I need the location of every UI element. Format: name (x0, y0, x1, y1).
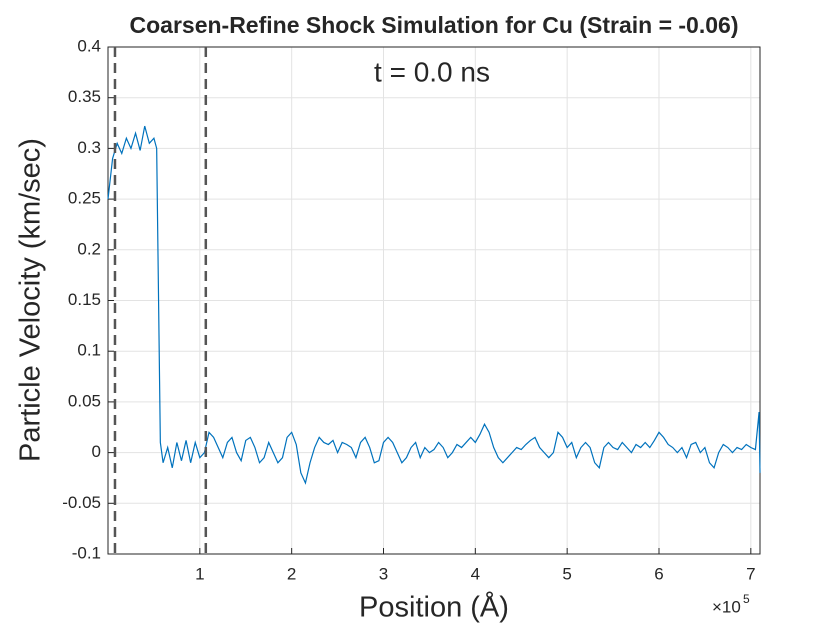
x-tick-label: 1 (195, 564, 204, 583)
x-tick-label: 7 (746, 564, 755, 583)
y-tick-label: 0.3 (77, 138, 101, 157)
y-tick-label: 0.2 (77, 239, 101, 258)
x-tick-label: 3 (379, 564, 388, 583)
y-tick-label: 0.05 (68, 391, 101, 410)
x-tick-label: 5 (562, 564, 571, 583)
y-tick-label: 0.25 (68, 189, 101, 208)
x-axis-label: Position (Å) (359, 591, 509, 624)
y-tick-label: 0.1 (77, 341, 101, 360)
y-axis-label: Particle Velocity (km/sec) (15, 138, 47, 462)
chart-title: Coarsen-Refine Shock Simulation for Cu (… (130, 12, 739, 38)
axes-box (107, 46, 761, 555)
x-tick-label: 4 (471, 564, 480, 583)
x-exponent-base: ×10 (712, 597, 741, 616)
y-tick-label: 0.35 (68, 87, 101, 106)
y-tick-label: 0 (92, 442, 101, 461)
annotation: t = 0.0 ns (374, 56, 490, 87)
x-exponent-power: 5 (743, 592, 750, 606)
y-tick-label: -0.1 (72, 543, 101, 562)
y-tick-label: 0.15 (68, 290, 101, 309)
data-line (107, 125, 761, 485)
y-tick-label: 0.4 (77, 36, 101, 55)
y-tick-label: -0.05 (62, 493, 101, 512)
x-tick-label: 2 (287, 564, 296, 583)
x-tick-label: 6 (654, 564, 663, 583)
